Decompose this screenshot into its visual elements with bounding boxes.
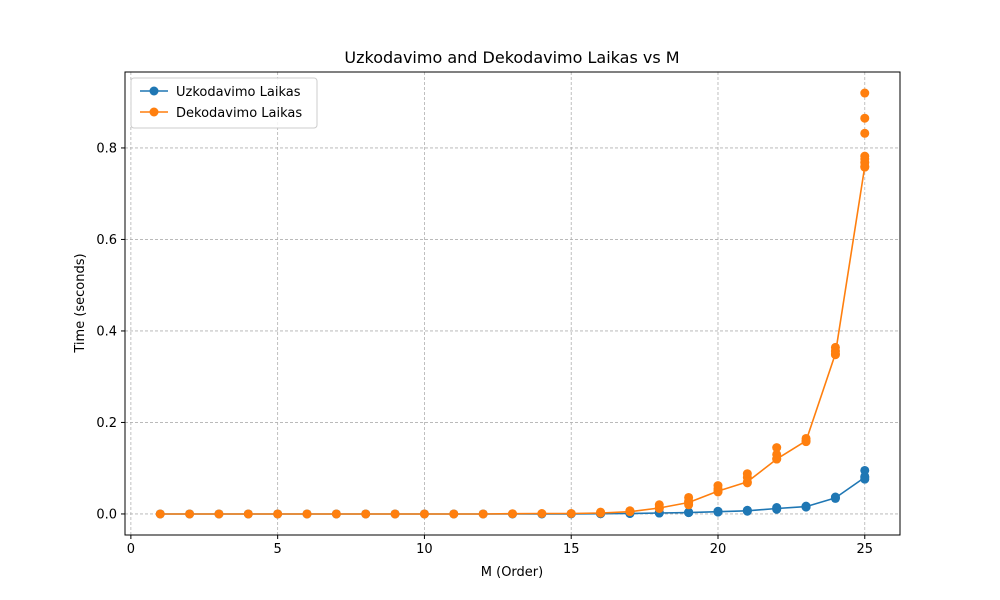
data-point [713, 486, 723, 496]
data-point [596, 508, 606, 518]
series-1 [155, 88, 870, 519]
data-point [537, 508, 547, 518]
legend-box [130, 77, 318, 129]
x-tick-label: 5 [274, 542, 282, 557]
data-point [860, 88, 870, 98]
grid [125, 72, 900, 535]
data-point [684, 508, 694, 518]
data-point [390, 509, 400, 519]
data-point [331, 509, 341, 519]
x-tick-label: 10 [416, 542, 433, 557]
data-point [801, 502, 811, 512]
data-point [155, 509, 165, 519]
data-point [860, 151, 870, 161]
legend-label-uzkodavimo: Uzkodavimo Laikas [176, 85, 301, 100]
series-line [160, 166, 866, 515]
data-point [566, 508, 576, 518]
legend-marker-dekodavimo [149, 107, 159, 117]
data-point [302, 509, 312, 519]
data-point [419, 509, 429, 519]
data-point [860, 113, 870, 123]
x-axis-title: M (Order) [481, 565, 543, 580]
x-tick-label: 15 [563, 542, 580, 557]
data-point [830, 342, 840, 352]
y-axis-title: Time (seconds) [73, 253, 88, 353]
data-point [243, 509, 253, 519]
data-point [860, 161, 870, 171]
data-point [742, 506, 752, 516]
data-point [684, 498, 694, 508]
data-point [185, 509, 195, 519]
data-point [654, 503, 664, 513]
series-line [160, 476, 866, 515]
y-tick-label: 0.0 [96, 507, 117, 522]
data-point [772, 443, 782, 453]
legend: Uzkodavimo Laikas Dekodavimo Laikas [130, 77, 318, 129]
data-point [860, 465, 870, 475]
data-point [508, 509, 517, 519]
series-layer [155, 88, 870, 519]
data-point [772, 454, 782, 464]
y-tick-label: 0.4 [96, 324, 117, 339]
data-point [801, 436, 811, 446]
y-tick-label: 0.2 [96, 416, 117, 431]
data-point [273, 509, 283, 519]
data-point [478, 509, 488, 519]
x-tick-label: 25 [856, 542, 873, 557]
chart-title: Uzkodavimo and Dekodavimo Laikas vs M [344, 48, 679, 67]
data-point [860, 128, 870, 138]
data-point [214, 509, 224, 519]
data-point [449, 509, 459, 519]
data-point [742, 477, 752, 487]
data-point [772, 503, 782, 513]
data-point [830, 493, 840, 503]
x-tick-label: 0 [127, 542, 135, 557]
data-point [742, 469, 752, 479]
data-point [713, 507, 723, 517]
y-tick-label: 0.8 [96, 141, 117, 156]
data-point [830, 349, 840, 359]
data-point [860, 472, 870, 482]
legend-marker-uzkodavimo [149, 86, 159, 96]
axes: 0 5 10 15 20 25 0.0 0.2 0.4 0.6 0.8 [96, 71, 901, 557]
legend-label-dekodavimo: Dekodavimo Laikas [176, 106, 302, 121]
x-tick-label: 20 [710, 542, 727, 557]
data-point [625, 507, 635, 517]
y-tick-label: 0.6 [96, 233, 117, 248]
data-point [361, 509, 371, 519]
plot-frame [124, 71, 901, 536]
